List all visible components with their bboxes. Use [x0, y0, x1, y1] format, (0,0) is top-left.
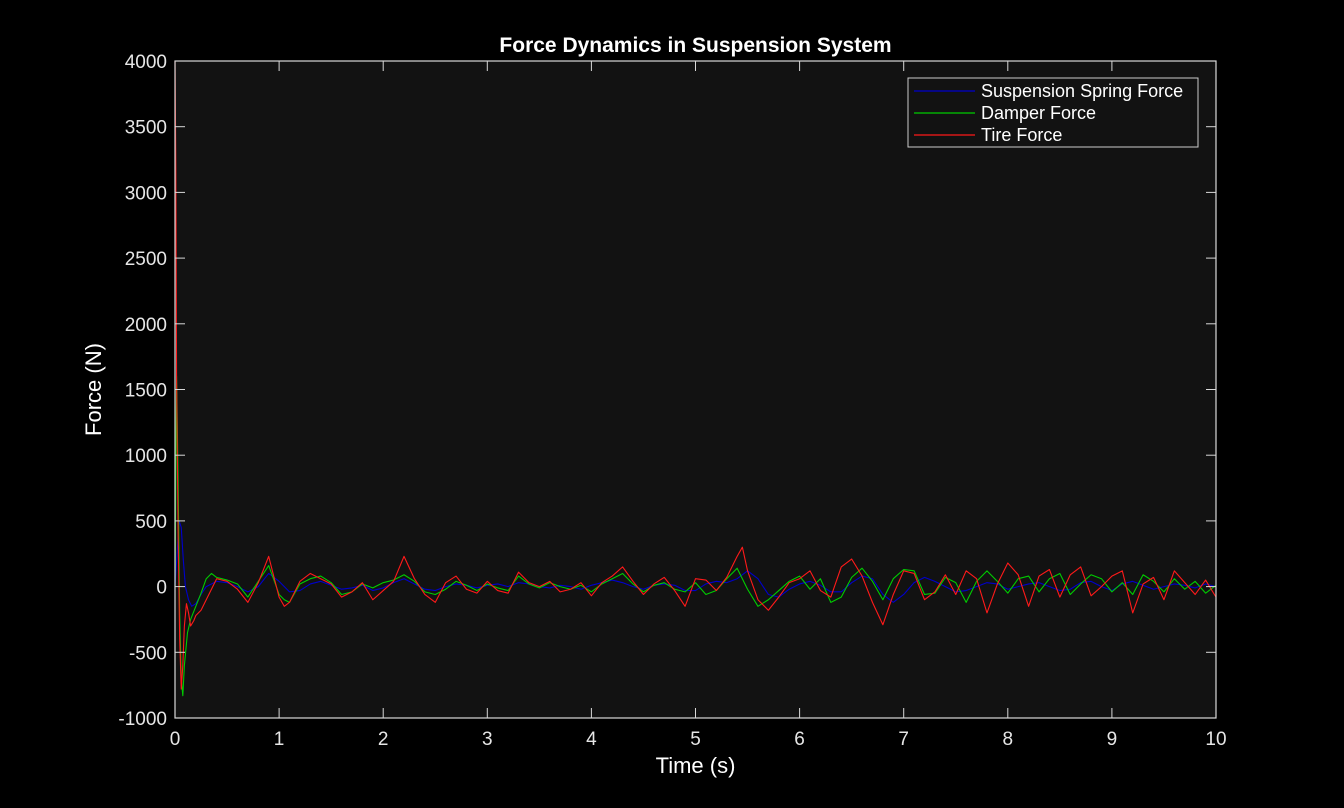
legend-entry-spring: Suspension Spring Force: [981, 81, 1183, 101]
x-tick-label: 4: [586, 729, 597, 750]
x-tick-label: 10: [1205, 729, 1226, 750]
x-tick-label: 8: [1003, 729, 1014, 750]
x-tick-label: 6: [794, 729, 805, 750]
x-tick-label: 2: [378, 729, 389, 750]
y-tick-label: 3500: [125, 118, 167, 139]
y-tick-label: 4000: [125, 52, 167, 73]
y-tick-label: 1000: [125, 446, 167, 467]
y-tick-label: 1500: [125, 381, 167, 402]
legend-entry-tire: Tire Force: [981, 125, 1062, 145]
x-tick-label: 7: [898, 729, 909, 750]
x-tick-label: 9: [1107, 729, 1118, 750]
y-tick-label: 0: [156, 578, 167, 599]
y-tick-label: -1000: [118, 709, 167, 730]
legend: Suspension Spring Force Damper Force Tir…: [908, 78, 1198, 147]
x-axis-label: Time (s): [656, 753, 736, 778]
y-tick-label: 500: [135, 512, 167, 533]
y-tick-label: -500: [129, 643, 167, 664]
y-tick-label: 3000: [125, 183, 167, 204]
x-tick-label: 1: [274, 729, 285, 750]
y-tick-label: 2500: [125, 249, 167, 270]
y-axis-label: Force (N): [81, 343, 106, 436]
y-tick-label: 2000: [125, 315, 167, 336]
x-tick-label: 5: [690, 729, 701, 750]
chart-title: Force Dynamics in Suspension System: [499, 34, 891, 57]
legend-entry-damper: Damper Force: [981, 103, 1096, 123]
plot-area: [175, 61, 1216, 718]
x-tick-label: 3: [482, 729, 493, 750]
x-tick-label: 0: [170, 729, 181, 750]
